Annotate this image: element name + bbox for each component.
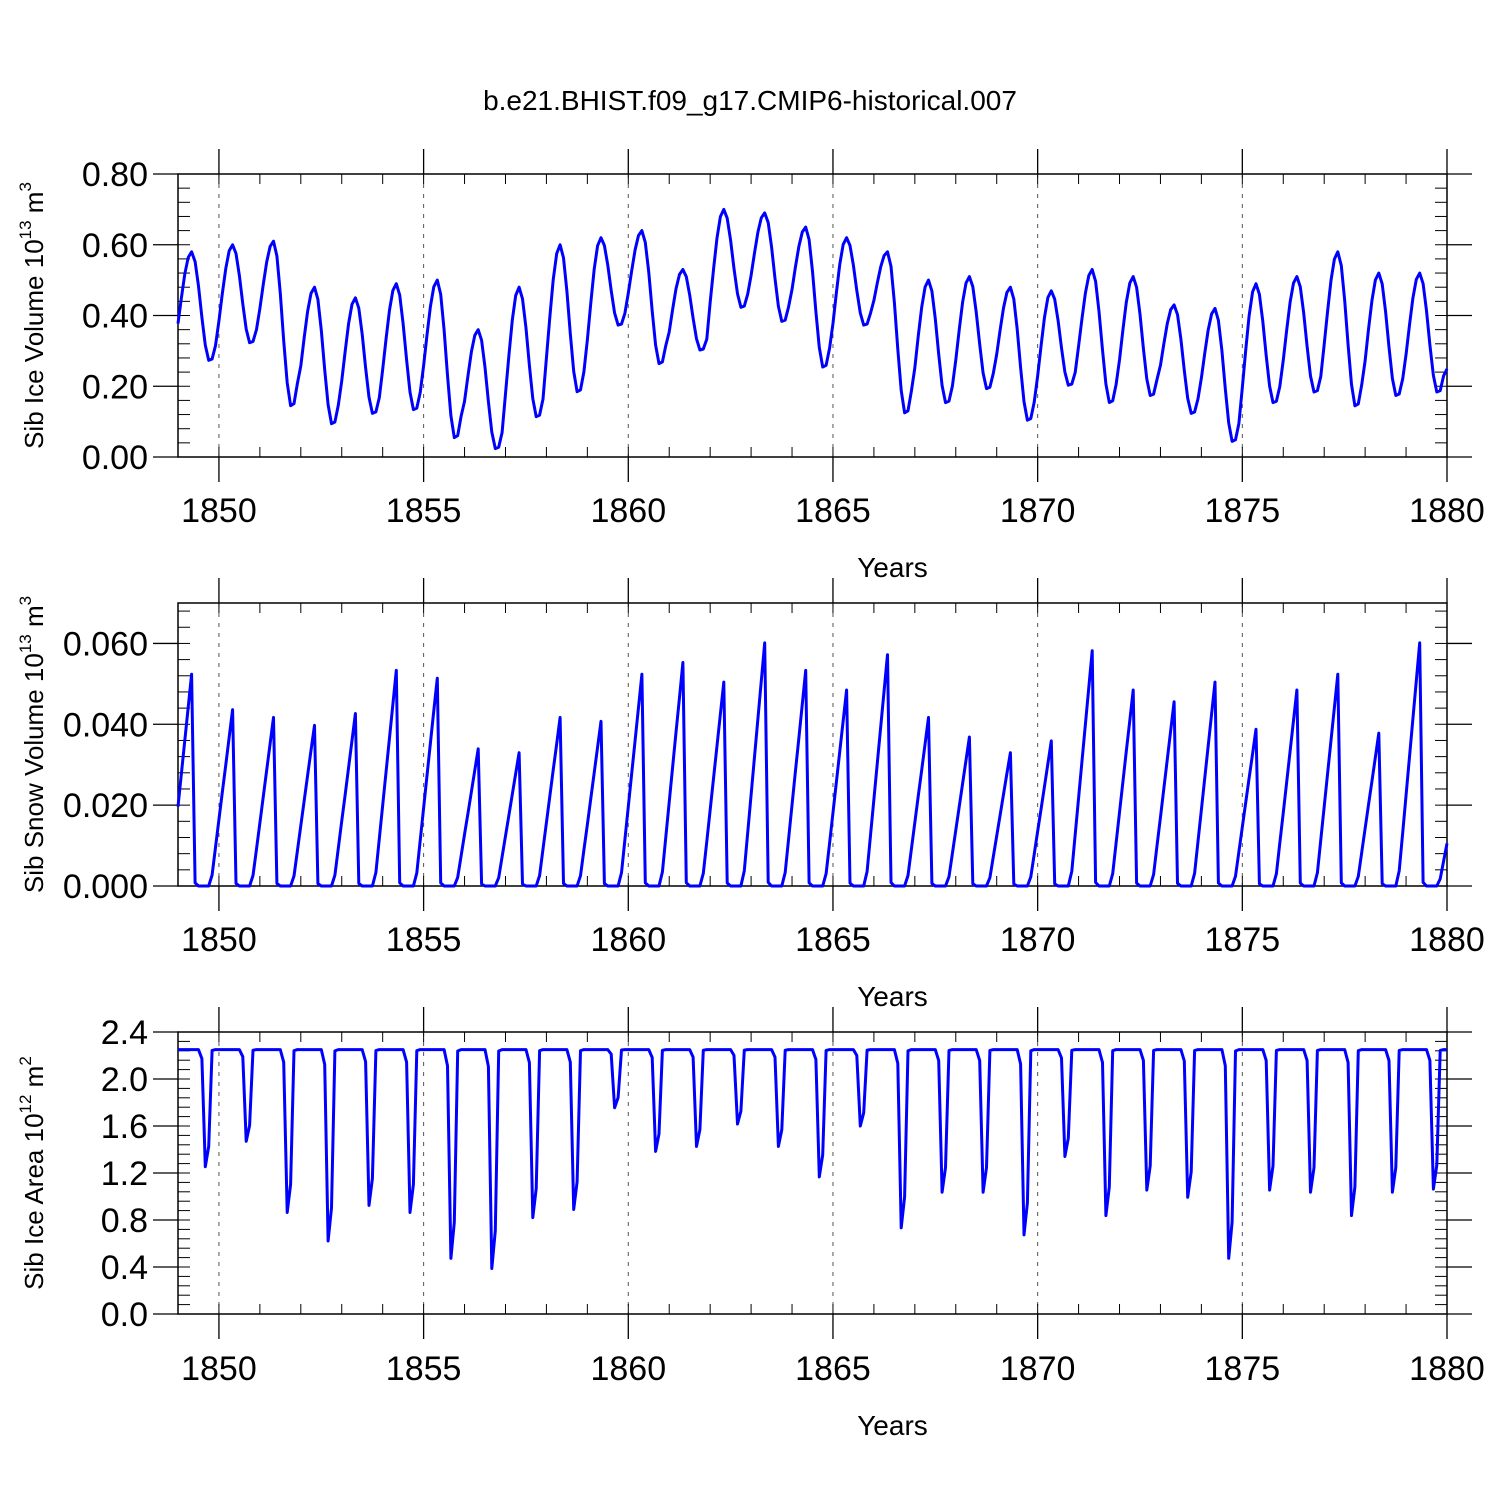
sib-ice-volume-series-line: [176, 207, 1449, 451]
x-tick-label: 1875: [1205, 1350, 1281, 1388]
y-tick-label: 2.0: [101, 1061, 148, 1099]
y-tick-label: 0.40: [82, 298, 148, 336]
y-tick-label: 0.80: [82, 156, 148, 194]
y-tick-label: 0.040: [63, 706, 148, 744]
y-tick-label: 0.60: [82, 227, 148, 265]
x-tick-label: 1850: [181, 492, 257, 530]
x-tick-label: 1870: [1000, 921, 1076, 959]
y-axis-label: Sib Ice Volume 1013 m3: [16, 182, 49, 449]
y-tick-label: 0.4: [101, 1249, 148, 1287]
x-axis-label: Years: [857, 1410, 928, 1441]
y-axis-label: Sib Snow Volume 1013 m3: [16, 596, 49, 893]
x-axis-label: Years: [857, 981, 928, 1012]
x-tick-label: 1870: [1000, 1350, 1076, 1388]
y-tick-label: 0.000: [63, 868, 148, 906]
x-tick-label: 1855: [386, 921, 462, 959]
y-tick-label: 0.00: [82, 439, 148, 477]
x-tick-label: 1865: [795, 1350, 871, 1388]
y-axis-label: Sib Ice Area 1012 m2: [16, 1056, 49, 1290]
x-tick-label: 1880: [1409, 492, 1485, 530]
x-tick-label: 1860: [590, 1350, 666, 1388]
x-tick-label: 1870: [1000, 492, 1076, 530]
chart-title: b.e21.BHIST.f09_g17.CMIP6-historical.007: [483, 85, 1017, 116]
x-tick-label: 1860: [590, 492, 666, 530]
x-tick-label: 1860: [590, 921, 666, 959]
y-tick-label: 0.060: [63, 625, 148, 663]
x-tick-label: 1850: [181, 921, 257, 959]
sib-snow-volume-series-line: [176, 641, 1449, 888]
x-tick-label: 1855: [386, 492, 462, 530]
y-tick-label: 0.0: [101, 1296, 148, 1334]
y-tick-label: 0.8: [101, 1202, 148, 1240]
y-tick-label: 1.6: [101, 1108, 148, 1146]
x-tick-label: 1875: [1205, 921, 1281, 959]
x-tick-label: 1855: [386, 1350, 462, 1388]
x-axis-label: Years: [857, 552, 928, 583]
x-tick-label: 1875: [1205, 492, 1281, 530]
x-tick-label: 1865: [795, 492, 871, 530]
y-tick-label: 2.4: [101, 1014, 148, 1052]
x-tick-label: 1880: [1409, 921, 1485, 959]
x-tick-label: 1865: [795, 921, 871, 959]
y-tick-label: 0.20: [82, 368, 148, 406]
sib-ice-volume-panel: 1850 1855 1860 1865 1870 1875 1880 0.00 0.20 0.40…: [16, 149, 1485, 583]
x-tick-label: 1880: [1409, 1350, 1485, 1388]
sib-ice-area-series-line: [178, 1048, 1447, 1270]
y-tick-label: 1.2: [101, 1155, 148, 1193]
sib-snow-volume-panel: 1850 1855 1860 1865 1870 1875 1880 0.000 0.020 0.…: [16, 578, 1485, 1012]
plot-frame: [177, 173, 1448, 458]
y-tick-label: 0.020: [63, 787, 148, 825]
sib-ice-area-panel: 1850 1855 1860 1865 1870 1875 1880 0.0 0.4 0.8 1.2…: [16, 1007, 1485, 1441]
x-tick-label: 1850: [181, 1350, 257, 1388]
